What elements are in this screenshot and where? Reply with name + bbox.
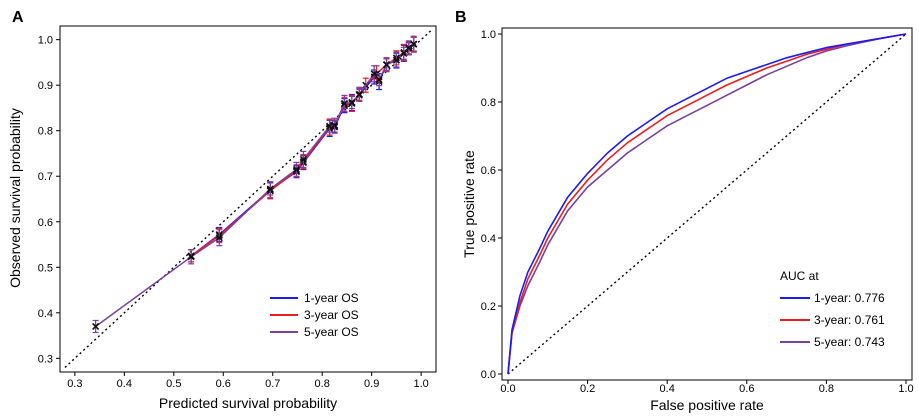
data-point-marker	[348, 98, 356, 107]
y-tick-label: 0.4	[38, 308, 53, 320]
data-point-marker	[375, 76, 383, 84]
data-point-marker	[382, 61, 391, 69]
legend-label: 3-year: 0.761	[814, 313, 885, 327]
data-point-marker	[392, 56, 400, 64]
roc-curve-3	[507, 33, 907, 375]
x-tick-label: 0.7	[265, 378, 280, 390]
reference-diagonal	[507, 33, 907, 375]
data-point-marker	[299, 155, 307, 163]
data-point-marker	[370, 70, 378, 78]
legend-label: 5-year: 0.743	[814, 335, 885, 349]
x-tick-label: 0.6	[216, 378, 231, 390]
roc-y-axis-title: True positive rate	[461, 150, 477, 258]
y-tick-label: 0.4	[481, 233, 496, 245]
roc-frame	[501, 27, 913, 381]
data-point-marker	[355, 90, 363, 98]
x-tick-label: 0.4	[117, 378, 132, 390]
y-tick-label: 0.6	[38, 217, 53, 229]
data-point-marker	[340, 99, 349, 107]
panel-a-label: A	[12, 9, 24, 26]
x-tick-label: 0.4	[660, 383, 675, 395]
calibration-plot-area: 0.3 0.4 0.5 0.6 0.7 0.8 0.9 1.0 0.3 0.4 0.5 0.6 0.7 0…	[38, 25, 437, 390]
data-point-marker	[187, 253, 195, 261]
data-point-marker	[266, 185, 274, 193]
data-point-marker	[215, 234, 223, 242]
legend-label: 3-year OS	[304, 308, 359, 322]
y-tick-label: 0.0	[481, 369, 496, 381]
y-tick-label: 1.0	[481, 29, 496, 41]
roc-curve-2	[507, 33, 907, 375]
y-tick-label: 0.2	[481, 301, 496, 313]
y-tick-label: 0.5	[38, 262, 53, 274]
x-tick-label: 1.0	[414, 378, 429, 390]
x-tick-label: 0.3	[67, 378, 82, 390]
calibration-y-axis-title: Observed survival probability	[7, 108, 23, 288]
roc-x-axis-title: False positive rate	[650, 397, 764, 413]
legend-label: 1-year: 0.776	[814, 291, 885, 305]
x-tick-label: 0.0	[500, 383, 515, 395]
y-tick-label: 0.8	[38, 126, 53, 138]
x-tick-label: 1.0	[898, 383, 913, 395]
roc-plot-area: 0.0 0.2 0.4 0.6 0.8 1.0 0.0 0.2 0.4 0.6 0.8 1.0 AUC …	[481, 27, 914, 395]
y-tick-label: 0.6	[481, 165, 496, 177]
x-tick-label: 0.5	[166, 378, 181, 390]
x-tick-label: 0.2	[580, 383, 595, 395]
y-tick-label: 0.7	[38, 171, 53, 183]
data-point-marker	[292, 165, 301, 173]
x-tick-label: 0.8	[819, 383, 834, 395]
data-point-marker	[92, 322, 100, 331]
roc-curve-1	[507, 33, 907, 375]
legend-label: 1-year OS	[304, 291, 359, 305]
calibration-chart: A 0.3 0.4 0.5 0.6 0.7 0.8 0.9 1.00.30.40.50.60.…	[7, 9, 437, 411]
legend-label: 5-year OS	[304, 325, 359, 339]
legend-title: AUC at	[780, 269, 819, 283]
panel-b-label: B	[455, 9, 467, 26]
data-point-marker	[410, 40, 418, 48]
y-tick-label: 0.9	[38, 80, 53, 92]
x-tick-label: 0.8	[315, 378, 330, 390]
data-point-marker	[405, 44, 413, 52]
roc-chart: B 0.0 0.2 0.4 0.6 0.8 1.0 0.0 0.2 0.4 0.6 0.8 1.0 AU…	[455, 9, 914, 413]
y-tick-label: 0.3	[38, 353, 53, 365]
calibration-frame	[59, 25, 437, 373]
x-tick-label: 0.6	[739, 383, 754, 395]
data-point-marker	[331, 121, 339, 129]
calibration-x-axis-title: Predicted survival probability	[159, 395, 337, 411]
y-tick-label: 0.8	[481, 97, 496, 109]
y-tick-label: 1.0	[38, 35, 53, 47]
x-tick-label: 0.9	[364, 378, 379, 390]
